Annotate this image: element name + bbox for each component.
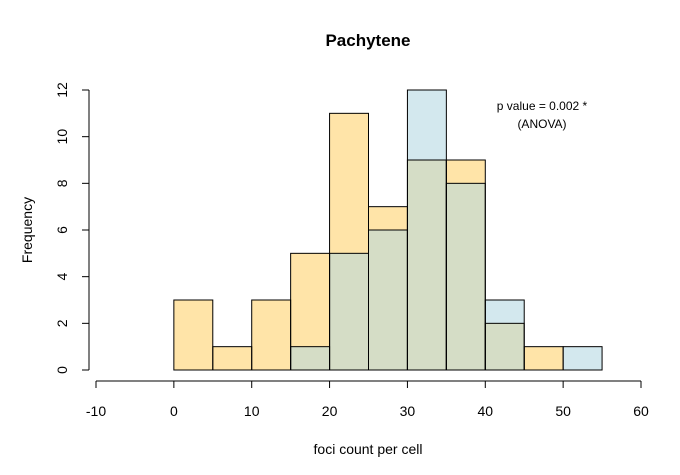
x-tick-label: 0 [170,403,178,419]
chart-title: Pachytene [325,31,410,50]
histogram-bar-segment [329,113,369,254]
y-tick-label: 8 [54,179,70,187]
x-tick-label: 40 [477,403,493,419]
histogram-bar-segment [524,346,564,370]
x-tick-label: 20 [322,403,338,419]
histogram-bar-overlap [485,323,525,370]
histogram-bar-overlap [290,346,330,370]
histogram-bar-series-2 [445,182,486,371]
y-tick-label: 12 [54,82,70,98]
histogram-bar-overlap [407,160,447,370]
histogram-bar-series-1 [173,299,214,371]
histogram-bar-segment [251,300,291,370]
histogram-bar-overlap [329,253,369,370]
histogram-bar-overlap [446,183,486,370]
test-name-annotation: (ANOVA) [517,117,566,131]
histogram-bar-segment [485,300,525,324]
histogram-bar-segment [212,346,252,370]
y-axis: 0 2 4 6 8 10 12 [54,82,90,374]
x-tick-label: 50 [555,403,571,419]
p-value-annotation: p value = 0.002 * [497,99,588,113]
histogram-bar-segment [407,90,447,160]
histogram-bar-segment [368,206,408,230]
y-tick-label: 0 [54,366,70,374]
x-tick-label: -10 [86,403,106,419]
y-tick-label: 2 [54,319,70,327]
histogram-bar-segment [446,160,486,184]
histogram-bar-segment [563,346,603,370]
histogram-bar-segment [173,300,213,370]
histogram-bar-overlap [368,230,408,370]
y-tick-label: 10 [54,129,70,145]
histogram-bar-series-2 [562,346,603,371]
x-tick-label: 30 [400,403,416,419]
y-tick-label: 4 [54,273,70,281]
histogram-bar-series-2 [484,299,525,371]
y-axis-title: Frequency [19,197,35,263]
x-axis-title: foci count per cell [314,441,423,457]
histogram-bar-segment [290,253,330,347]
x-axis: -10 0 10 20 30 40 50 60 [86,380,649,419]
histogram-bars [173,89,603,371]
y-tick-label: 6 [54,226,70,234]
x-tick-label: 10 [244,403,260,419]
x-tick-label: 60 [633,403,649,419]
